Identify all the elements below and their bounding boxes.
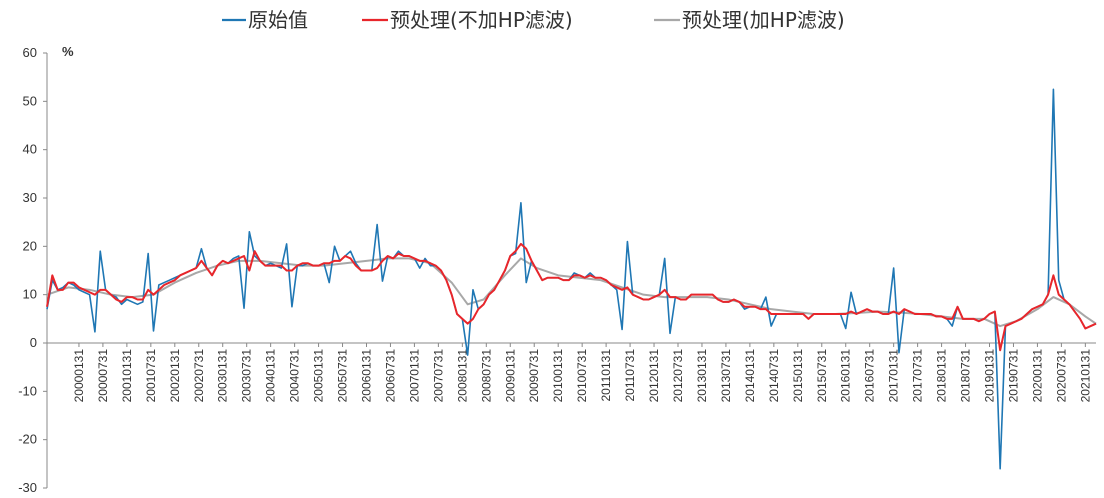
- x-tick-label: 20010731: [144, 349, 158, 403]
- x-tick-label: 20100131: [551, 349, 565, 403]
- y-tick-label: 20: [23, 238, 37, 253]
- x-axis: 20000131 20000731 20010131 20010731 20020131…: [47, 342, 1104, 403]
- legend-label: 原始值: [248, 8, 308, 32]
- x-tick-label: 20170731: [911, 349, 925, 403]
- x-tick-label: 20130731: [719, 349, 733, 403]
- x-tick-label: 20050131: [312, 349, 326, 403]
- x-tick-label: 20030131: [216, 349, 230, 403]
- x-tick-label: 20190131: [983, 349, 997, 403]
- x-tick-label: 20110131: [599, 349, 613, 402]
- x-tick-label: 20180131: [935, 349, 949, 403]
- x-tick-label: 20190731: [1006, 349, 1020, 403]
- y-tick-label: 0: [30, 335, 37, 350]
- y-tick-label: 50: [23, 93, 37, 108]
- x-tick-label: 20130131: [695, 349, 709, 403]
- x-tick-label: 20110731: [623, 349, 637, 402]
- x-tick-label: 20200131: [1030, 349, 1044, 403]
- y-tick-label: 40: [23, 142, 37, 157]
- y-tick-label: -20: [18, 432, 37, 447]
- x-tick-label: 20160131: [839, 349, 853, 403]
- series-layer: [46, 88, 1097, 470]
- x-tick-label: 20040131: [264, 349, 278, 403]
- x-tick-label: 20140731: [767, 349, 781, 403]
- x-tick-label: 20180731: [959, 349, 973, 403]
- x-tick-label: 20020131: [168, 349, 182, 403]
- y-tick-label: -30: [18, 480, 37, 495]
- x-tick-label: 20200731: [1054, 349, 1068, 403]
- x-tick-label: 20070131: [407, 349, 421, 403]
- x-tick-label: 20090731: [527, 349, 541, 403]
- legend-label: 预处理(不加HP滤波): [390, 8, 573, 32]
- y-axis: 60 50 40 30 20 10 0 -10 -20 -30: [18, 45, 48, 495]
- x-tick-label: 20020731: [192, 349, 206, 403]
- x-tick-label: 20120731: [671, 349, 685, 403]
- x-tick-label: 20010131: [120, 349, 134, 403]
- x-tick-label: 20150731: [815, 349, 829, 403]
- x-tick-label: 20080131: [455, 349, 469, 403]
- x-tick-label: 20080731: [479, 349, 493, 403]
- x-tick-label: 20050731: [336, 349, 350, 403]
- x-tick-label: 20210131: [1078, 349, 1092, 403]
- x-tick-label: 20000131: [72, 349, 86, 403]
- y-tick-label: 30: [23, 190, 37, 205]
- legend-item-original: 原始值: [222, 8, 308, 32]
- x-tick-label: 20120131: [647, 349, 661, 403]
- y-unit-label: %: [62, 44, 74, 59]
- x-tick-label: 20160731: [863, 349, 877, 403]
- x-tick-label: 20170131: [887, 349, 901, 403]
- legend-item-preprocessed: 预处理(不加HP滤波): [362, 8, 573, 32]
- legend-label: 预处理(加HP滤波): [682, 8, 845, 32]
- legend-item-hp-filtered: 预处理(加HP滤波): [654, 8, 845, 32]
- x-tick-label: 20040731: [288, 349, 302, 403]
- x-tick-label: 20210731: [1102, 349, 1104, 403]
- x-tick-label: 20030731: [240, 349, 254, 403]
- x-tick-label: 20060731: [383, 349, 397, 403]
- x-tick-label: 20140131: [743, 349, 757, 403]
- x-tick-label: 20070731: [431, 349, 445, 403]
- x-tick-label: 20150131: [791, 349, 805, 403]
- y-tick-label: 60: [23, 45, 37, 60]
- series-line-preprocessed: [46, 242, 1097, 352]
- x-tick-label: 20000731: [96, 349, 110, 403]
- y-tick-label: 10: [23, 287, 37, 302]
- x-tick-label: 20060131: [359, 349, 373, 403]
- legend: 原始值 预处理(不加HP滤波) 预处理(加HP滤波): [222, 8, 845, 32]
- x-tick-label: 20100731: [575, 349, 589, 403]
- y-tick-label: -10: [18, 383, 37, 398]
- x-tick-label: 20090131: [503, 349, 517, 403]
